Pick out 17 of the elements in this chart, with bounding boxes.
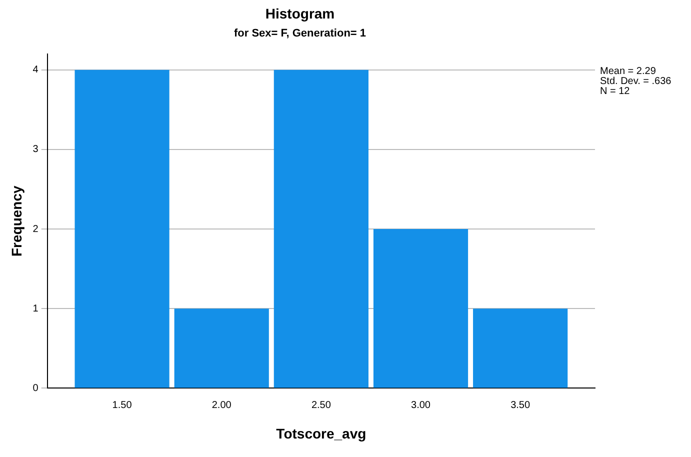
y-tick-label: 4 — [32, 64, 39, 76]
text: Std. Dev. = .636 — [600, 76, 672, 87]
y-axis-title: Frequency — [8, 185, 24, 257]
chart-subtitle: for Sex= F, Generation= 1 — [234, 27, 366, 40]
x-tick-label: 2.50 — [311, 400, 332, 411]
x-tick-label: 3.50 — [510, 400, 530, 411]
x-tick-label: 2.00 — [212, 400, 232, 411]
x-axis-title: Totscore_avg — [276, 425, 366, 442]
chart-title: Histogram — [265, 5, 335, 22]
x-tick-label: 1.50 — [112, 400, 132, 411]
x-tick-label: 3.00 — [411, 400, 431, 411]
text: Mean = 2.29 — [600, 66, 656, 77]
y-tick-label: 3 — [32, 144, 39, 156]
y-tick-label: 2 — [32, 224, 39, 235]
text: N = 12 — [600, 86, 630, 97]
y-tick-label: 0 — [32, 382, 39, 394]
y-tick-label: 1 — [32, 303, 39, 314]
